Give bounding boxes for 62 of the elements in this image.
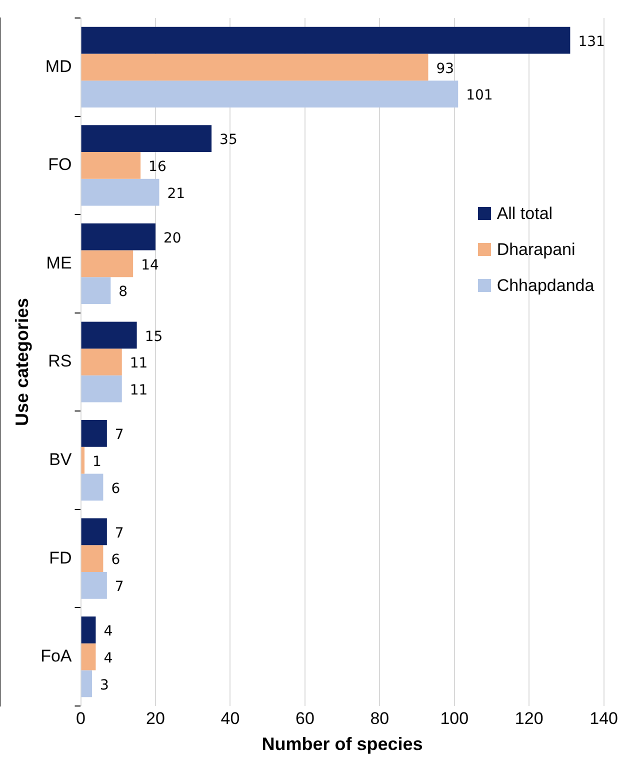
- x-tick-label: 120: [514, 708, 544, 728]
- y-tick-label: ME: [46, 253, 72, 272]
- bar: [81, 616, 96, 644]
- bar: [81, 643, 96, 670]
- data-label: 16: [148, 159, 166, 176]
- bar: [81, 152, 141, 179]
- bar: [81, 125, 212, 152]
- data-label: 7: [114, 525, 124, 542]
- bar: [81, 348, 122, 376]
- data-label: 101: [466, 88, 493, 104]
- data-label: 20: [164, 230, 182, 246]
- bar: [81, 277, 111, 304]
- data-label: 4: [104, 650, 113, 666]
- data-label: 93: [436, 60, 454, 77]
- x-axis-title: Number of species: [262, 734, 423, 754]
- legend-label: Dharapani: [496, 240, 576, 260]
- data-label: 6: [111, 552, 120, 568]
- bar: [81, 250, 134, 278]
- y-tick-label: RS: [48, 352, 72, 371]
- data-label: 11: [130, 356, 148, 372]
- x-tick-label: 80: [370, 708, 390, 728]
- legend-label: Chhapdanda: [496, 276, 594, 296]
- data-label: 8: [118, 284, 128, 300]
- bar: [81, 375, 122, 402]
- data-label: 7: [114, 427, 124, 444]
- x-tick-label: 0: [76, 708, 86, 728]
- bar: [81, 474, 104, 501]
- data-label: 6: [111, 480, 120, 497]
- legend-label: All total: [496, 204, 553, 224]
- y-tick-label: BV: [49, 450, 72, 469]
- y-tick-label: FoA: [40, 646, 72, 666]
- bar: [81, 54, 428, 81]
- x-tick-label: 20: [146, 708, 165, 728]
- x-tick-label: 100: [440, 708, 469, 728]
- data-label: 131: [578, 34, 605, 50]
- bar: [81, 670, 92, 698]
- x-tick-label: 140: [590, 708, 618, 728]
- bar: [81, 26, 570, 54]
- data-label: 35: [220, 132, 238, 148]
- y-tick-label: MD: [45, 56, 72, 76]
- bar: [81, 223, 156, 250]
- data-label: 21: [167, 186, 186, 202]
- x-tick-label: 40: [220, 708, 240, 728]
- bar: [81, 80, 458, 108]
- y-tick-label: FO: [48, 155, 72, 174]
- x-tick-label: 60: [295, 708, 314, 728]
- data-label: 15: [144, 328, 163, 345]
- data-label: 4: [104, 624, 113, 640]
- y-tick-label: FD: [49, 548, 72, 568]
- bar: [81, 446, 85, 474]
- bar: [81, 545, 104, 572]
- data-label: 11: [130, 382, 148, 399]
- bar: [81, 322, 137, 349]
- y-axis-title: Use categories: [12, 298, 32, 426]
- bar: [81, 178, 160, 206]
- bar: [81, 572, 107, 599]
- bar: [81, 518, 107, 546]
- data-label: 7: [114, 579, 124, 596]
- data-label: 14: [141, 257, 159, 274]
- data-label: 1: [92, 454, 102, 470]
- data-label: 3: [100, 677, 109, 694]
- bar: [81, 420, 107, 447]
